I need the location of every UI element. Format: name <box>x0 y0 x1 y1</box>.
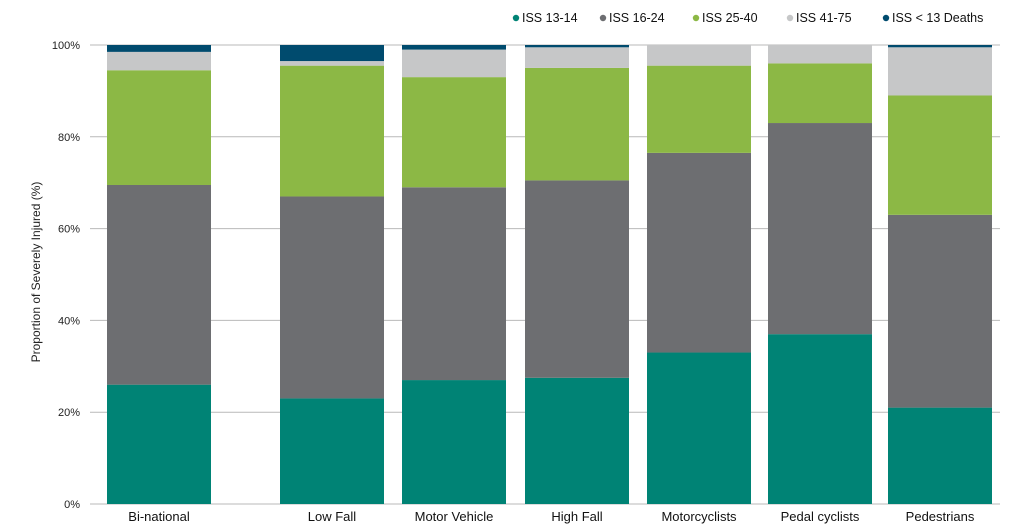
bar-segment-2-1 <box>402 187 506 381</box>
legend-label: ISS 25-40 <box>702 11 758 25</box>
y-tick-label: 60% <box>58 224 80 236</box>
bar-segment-3-3 <box>525 47 629 68</box>
legend-marker <box>692 14 700 22</box>
bar-segment-4-0 <box>647 352 751 504</box>
y-tick-label: 40% <box>58 315 80 327</box>
x-tick-label: Pedal cyclists <box>781 509 860 524</box>
y-tick-label: 20% <box>58 407 80 419</box>
bar-segment-3-0 <box>525 377 629 504</box>
bar-segment-3-2 <box>525 67 629 181</box>
bar-segment-5-0 <box>768 334 872 504</box>
bar-segment-1-1 <box>280 196 384 399</box>
x-tick-label: Low Fall <box>308 509 357 524</box>
axes: 0% 20% 40% 60% 80% 100% Bi-national Low Fall Mot… <box>52 40 975 524</box>
bars <box>107 45 992 504</box>
legend-marker <box>512 14 520 22</box>
bar-segment-0-3 <box>107 51 211 71</box>
bar-segment-1-2 <box>280 65 384 197</box>
bar-segment-6-0 <box>888 407 992 504</box>
legend-marker <box>599 14 607 22</box>
legend-label: ISS 13-14 <box>522 11 578 25</box>
bar-segment-0-2 <box>107 70 211 185</box>
x-tick-label: High Fall <box>551 509 602 524</box>
bar-segment-4-3 <box>647 45 751 66</box>
y-tick-label: 100% <box>52 40 80 52</box>
bar-segment-3-1 <box>525 180 629 378</box>
bar-segment-6-1 <box>888 214 992 408</box>
bar-segment-6-2 <box>888 95 992 215</box>
legend-marker <box>786 14 794 22</box>
bar-segment-2-4 <box>402 45 506 50</box>
x-tick-label: Motor Vehicle <box>415 509 494 524</box>
bar-segment-1-0 <box>280 398 384 504</box>
legend-label: ISS 16-24 <box>609 11 665 25</box>
bar-segment-6-4 <box>888 45 992 48</box>
x-tick-label: Pedestrians <box>906 509 975 524</box>
bar-segment-1-3 <box>280 61 384 66</box>
legend: ISS 13-14 ISS 16-24 ISS 25-40 ISS 41-75 ISS … <box>512 11 983 25</box>
bar-segment-4-2 <box>647 65 751 153</box>
y-axis-title: Proportion of Severely Injured (%) <box>29 182 43 363</box>
legend-marker <box>882 14 890 22</box>
bar-segment-0-1 <box>107 184 211 385</box>
bar-segment-2-2 <box>402 77 506 188</box>
bar-segment-6-3 <box>888 47 992 96</box>
bar-segment-1-4 <box>280 45 384 62</box>
bar-segment-2-0 <box>402 380 506 504</box>
x-tick-label: Motorcyclists <box>661 509 737 524</box>
bar-segment-5-1 <box>768 123 872 335</box>
y-tick-label: 80% <box>58 132 80 144</box>
bar-segment-3-4 <box>525 45 629 48</box>
bar-segment-5-3 <box>768 45 872 64</box>
bar-segment-4-1 <box>647 152 751 353</box>
legend-label: ISS 41-75 <box>796 11 852 25</box>
x-tick-label: Bi-national <box>128 509 190 524</box>
y-tick-label: 0% <box>64 499 80 511</box>
bar-segment-5-2 <box>768 63 872 124</box>
bar-segment-0-4 <box>107 45 211 52</box>
bar-segment-0-0 <box>107 384 211 504</box>
bar-segment-2-3 <box>402 49 506 78</box>
legend-label: ISS < 13 Deaths <box>892 11 983 25</box>
